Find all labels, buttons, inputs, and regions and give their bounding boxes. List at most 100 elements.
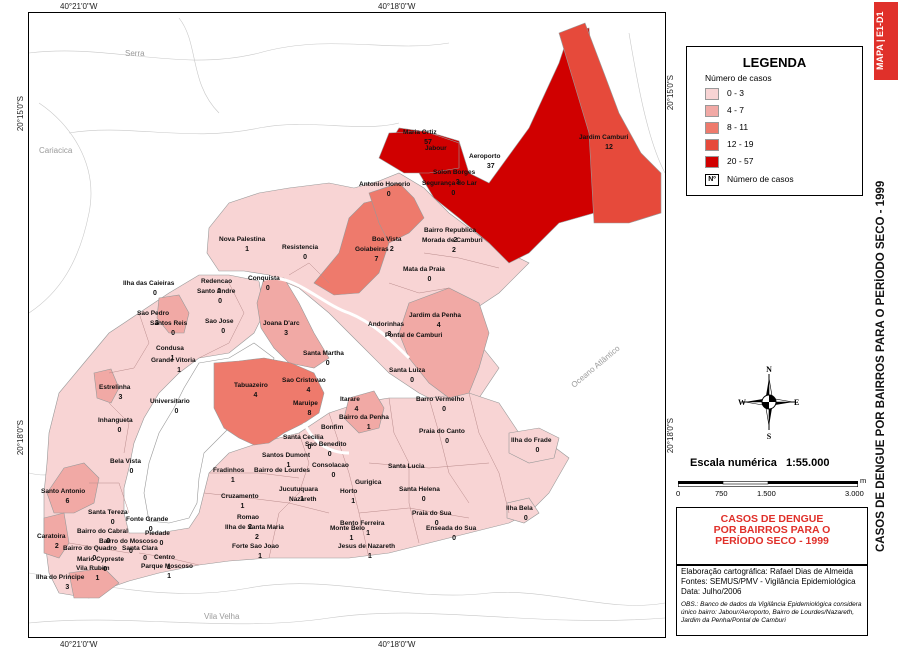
map-title: CASOS DE DENGUE POR BAIRROS PARA O PERÍO… [677,514,867,547]
neighborhood-label: Praia do Canto [419,428,465,435]
neighborhood-label: Santa Helena [399,486,440,493]
coord-right-top: 20°15'0"S [666,75,675,111]
legend-label: 20 - 57 [727,156,754,166]
case-count: 0 [171,330,175,337]
legend-swatch [705,88,719,100]
case-count: 0 [524,515,528,522]
map-title-line: PERÍODO SECO - 1999 [715,535,829,547]
neighborhood-label: Aeroporto [469,153,500,160]
legend-item: 20 - 57 [705,156,855,168]
compass-e: E [794,398,799,407]
case-count: 3 [456,179,460,186]
neighborhood-label: Bela Vista [110,458,141,465]
neighborhood-label: Redencao [201,278,232,285]
compass-s: S [767,432,772,440]
compass-rose-icon: N S W E [738,365,799,440]
case-count: 0 [442,406,446,413]
coord-bottom-right: 40°18'0"W [378,640,416,649]
neighborhood-label: Segurança do Lar [422,180,477,187]
region-ilha-principe [68,567,120,599]
region-ilha-bela [506,497,540,524]
neighborhood-label: Santa Lucia [388,463,425,470]
neighborhood-label: Monte Belo [330,525,365,532]
legend-title: LEGENDA [742,55,807,70]
case-count: 0 [452,535,456,542]
neighborhood-label: Morada de Camburi [422,237,483,244]
case-count: 1 [286,462,290,469]
region-estrelinha [93,368,120,404]
neighborhood-label: Caratoira [37,533,66,540]
neighborhood-label: Santa Martha [303,350,344,357]
case-count: 3 [119,394,123,401]
case-count: 8 [308,410,312,417]
legend-item: 4 - 7 [705,105,855,117]
neighborhood-label: Fonte Grande [126,516,169,523]
neighborhood-label: Vila Rubim [76,565,110,572]
case-count: 2 [453,237,457,244]
case-count: 1 [171,355,175,362]
internal-borders [68,252,510,566]
case-count: 0 [328,451,332,458]
legend-item: 12 - 19 [705,139,855,151]
neighborhood-label: Pontal de Camburi [385,332,443,339]
neighborhood-label: Bairro Republica [424,227,476,234]
neighborhood-label: Sao Pedro [137,310,169,317]
scale-title: Escala numérica 1:55.000 [690,457,829,469]
neighborhood-label: Jucutuquara [279,486,318,493]
case-count: 1 [368,553,372,560]
neighborhood-label: Santo Andre [197,288,236,295]
case-count: 3 [284,330,288,337]
case-count: 1 [231,477,235,484]
region-itarare [343,390,385,434]
neighborhood-label: Maria Ortiz [403,129,437,136]
neighborhood-label: Goiabeiras [355,246,389,253]
legend-subtitle: Número de casos [705,73,772,83]
case-count: 1 [241,503,245,510]
neighborhood-label: Itarare [340,396,360,403]
city-oceano: Oceano Atlântico [570,343,623,389]
case-count: 2 [452,247,456,254]
city-serra: Serra [125,49,145,58]
neighborhood-label: Ilha do Principe [36,574,85,581]
channels [258,276,411,455]
case-count: 0 [143,555,147,562]
neighborhood-label: Fradinhos [213,467,245,474]
legend-label: 4 - 7 [727,105,745,115]
case-count: 0 [451,190,455,197]
side-tag: MAPA | E1-D1 [875,11,885,71]
surrounding-boundaries [29,17,665,625]
region-aeroporto [383,27,600,264]
neighborhood-label: Enseada do Sua [426,525,477,532]
case-count: 0 [111,519,115,526]
neighborhood-label: Joana D'arc [263,320,300,327]
case-count: 0 [106,538,110,545]
map-title-line: POR BAIRROS PARA O [713,524,831,536]
coord-bottom-left: 40°21'0"W [60,640,98,649]
case-count: 1 [366,530,370,537]
neighborhood-label: Boa Vista [372,236,402,243]
neighborhood-label: Resistencia [282,244,319,251]
case-count: 7 [375,256,379,263]
neighborhood-label: Tabuazeiro [234,382,268,389]
legend-item: 0 - 3 [705,88,855,100]
case-count: 0 [221,328,225,335]
neighborhood-label: Bonfim [321,424,344,431]
legend-item: 8 - 11 [705,122,855,134]
neighborhood-label: Santa Cecilia [283,434,324,441]
neighborhood-label: Horto [340,488,357,495]
case-count: 0 [445,438,449,445]
neighborhood-label: Santos Reis [150,320,188,327]
neighborhood-label: Santos Dumont [262,452,311,459]
neighborhood-label: Praia do Sua [412,510,452,517]
compass-n: N [766,365,772,374]
side-strip [874,2,898,652]
legend-swatch [705,105,719,117]
case-count: 1 [177,367,181,374]
region-jardim-camburi [558,22,662,224]
neighborhood-label: Centro [154,554,175,561]
neighborhood-label: Conquista [248,275,280,282]
legend-label: 8 - 11 [727,122,749,132]
legend-symbol: Nº [705,174,719,186]
case-count: 0 [427,276,431,283]
